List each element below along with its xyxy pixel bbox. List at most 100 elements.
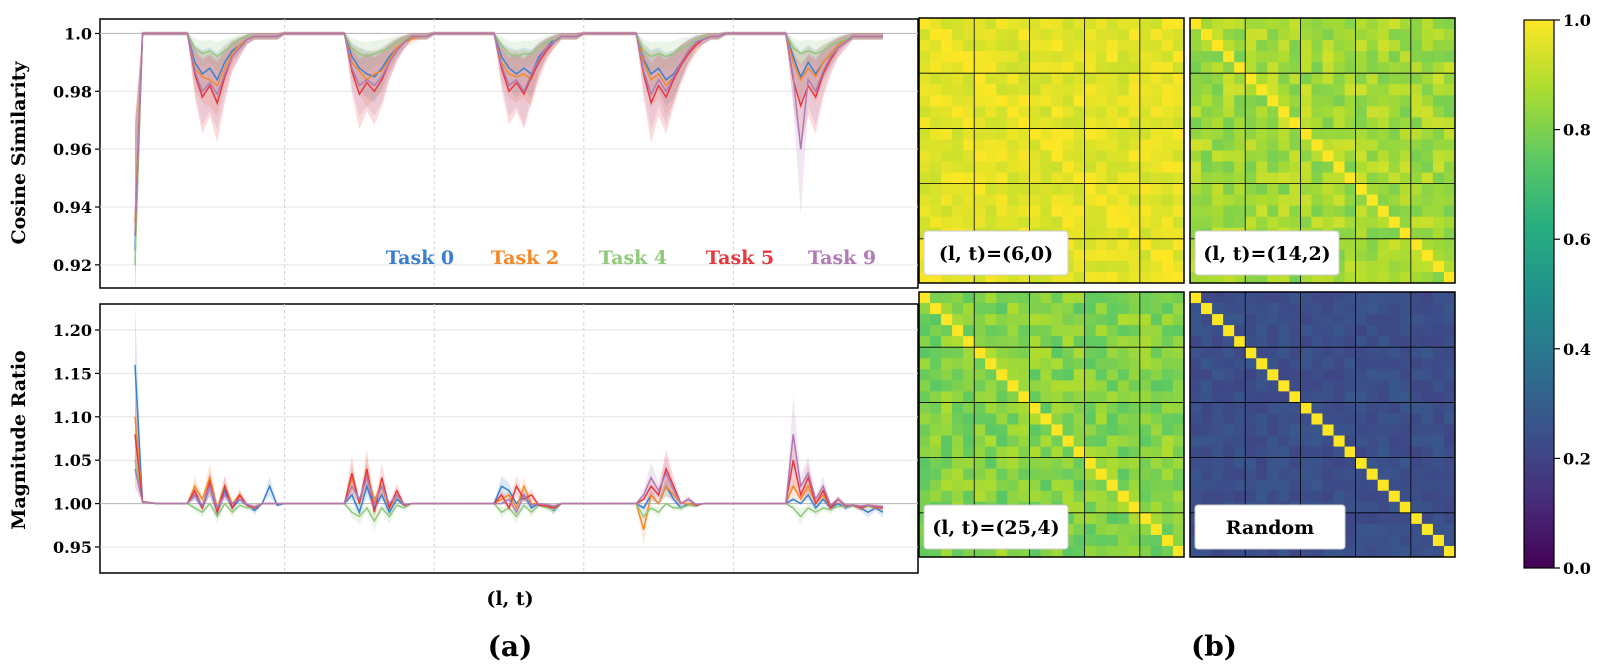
heatmap-cell — [1344, 358, 1357, 370]
heatmap-cell — [930, 216, 942, 229]
heatmap-cell — [1388, 271, 1401, 284]
heatmap-cell — [996, 271, 1008, 284]
heatmap-cell — [1128, 545, 1141, 558]
heatmap-cell — [1322, 358, 1334, 370]
heatmap-cell — [1117, 271, 1130, 284]
heatmap-cell — [1311, 413, 1323, 425]
heatmap-cell — [1256, 62, 1268, 74]
heatmap-cell — [1150, 117, 1163, 129]
heatmap-cell — [1161, 336, 1174, 348]
heatmap-cell — [1289, 358, 1301, 370]
heatmap-cell — [1311, 84, 1323, 96]
heatmap-cell — [1106, 117, 1119, 129]
heatmap-cell — [1190, 424, 1202, 436]
heatmap-cell — [963, 424, 975, 436]
heatmap-cell — [1278, 161, 1290, 173]
heatmap-cell — [1443, 271, 1456, 284]
heatmap-cell — [1443, 347, 1456, 359]
heatmap-cell — [1095, 73, 1108, 85]
heatmap-cell — [1073, 512, 1086, 525]
heatmap-cell — [1300, 51, 1312, 63]
heatmap-cell — [1333, 183, 1345, 196]
heatmap-cell — [1051, 391, 1063, 403]
heatmap-cell — [1399, 402, 1412, 414]
heatmap-cell — [1256, 29, 1268, 41]
heatmap-cell — [1212, 380, 1224, 392]
y-tick-label: 1.05 — [53, 451, 92, 470]
heatmap-cell — [952, 314, 964, 326]
heatmap-cell — [1117, 227, 1130, 240]
heatmap-cell — [1201, 106, 1213, 118]
heatmap-cell — [1139, 183, 1152, 196]
heatmap-cell — [1150, 271, 1163, 284]
heatmap-cell — [1190, 468, 1202, 481]
heatmap-cell — [1161, 347, 1174, 359]
heatmap-cell — [1245, 95, 1257, 107]
heatmap-cell — [1190, 172, 1202, 185]
heatmap-cell — [1051, 468, 1063, 481]
heatmap-cell — [1366, 523, 1379, 536]
heatmap-cell — [930, 545, 942, 558]
heatmap-cell — [930, 29, 942, 41]
heatmap-cell — [1139, 227, 1152, 240]
heatmap-cell — [1150, 303, 1163, 315]
heatmap-cell — [1399, 227, 1412, 240]
heatmap-cell — [1223, 183, 1235, 196]
heatmap-cell — [1289, 95, 1301, 107]
heatmap-cell — [941, 402, 953, 414]
heatmap-cell — [1377, 545, 1390, 558]
heatmap-cell — [1388, 117, 1401, 129]
heatmap-cell — [1172, 95, 1185, 107]
heatmap-cell — [1172, 413, 1185, 425]
heatmap-cell — [1201, 128, 1213, 140]
heatmap-cell — [1172, 117, 1185, 129]
heatmap-cell — [919, 314, 931, 326]
heatmap-cell — [1212, 95, 1224, 107]
heatmap-cell — [1051, 139, 1063, 151]
heatmap-cell — [1267, 183, 1279, 196]
heatmap-cell — [1073, 194, 1086, 207]
heatmap-cell — [963, 172, 975, 185]
heatmap-cell — [1410, 139, 1423, 151]
heatmap-cell — [1117, 62, 1130, 74]
heatmap-cell — [1128, 534, 1141, 547]
heatmap-cell — [1300, 128, 1312, 140]
heatmap-cell — [1007, 205, 1019, 218]
heatmap-cell — [1139, 18, 1152, 30]
heatmap-cell — [1201, 435, 1213, 447]
heatmap-cell — [1443, 40, 1456, 52]
heatmap-cell — [1388, 150, 1401, 162]
heatmap-cell — [1322, 117, 1334, 129]
heatmap-cell — [1289, 479, 1301, 492]
heatmap-cell — [1172, 139, 1185, 151]
heatmap-cell — [1300, 84, 1312, 96]
heatmap-cell — [1007, 336, 1019, 348]
heatmap-cell — [974, 194, 986, 207]
heatmap-cell — [1018, 18, 1030, 30]
heatmap-cell — [1223, 205, 1235, 218]
heatmap-cell — [1267, 216, 1279, 229]
heatmap-cell — [1161, 194, 1174, 207]
heatmap-cell — [963, 468, 975, 481]
heatmap-cell — [919, 424, 931, 436]
heatmap-cell — [1095, 490, 1108, 503]
heatmap-cell — [1311, 51, 1323, 63]
heatmap-cell — [1311, 95, 1323, 107]
heatmap-cell — [919, 358, 931, 370]
heatmap-cell — [1377, 40, 1390, 52]
heatmap-cell — [1095, 314, 1108, 326]
heatmap-cell — [1278, 358, 1290, 370]
heatmap-cell — [1256, 128, 1268, 140]
heatmap-cell — [1267, 62, 1279, 74]
heatmap-cell — [1139, 457, 1152, 470]
heatmap-cell — [1073, 238, 1086, 251]
heatmap-cell — [1421, 468, 1434, 481]
heatmap-cell — [1223, 435, 1235, 447]
heatmap-cell — [1421, 358, 1434, 370]
heatmap-cell — [941, 490, 953, 503]
heatmap-cell — [1190, 194, 1202, 207]
heatmap-cell — [1432, 117, 1445, 129]
heatmap-cell — [1073, 347, 1086, 359]
heatmap-cell — [1355, 380, 1368, 392]
heatmap-cell — [1201, 139, 1213, 151]
